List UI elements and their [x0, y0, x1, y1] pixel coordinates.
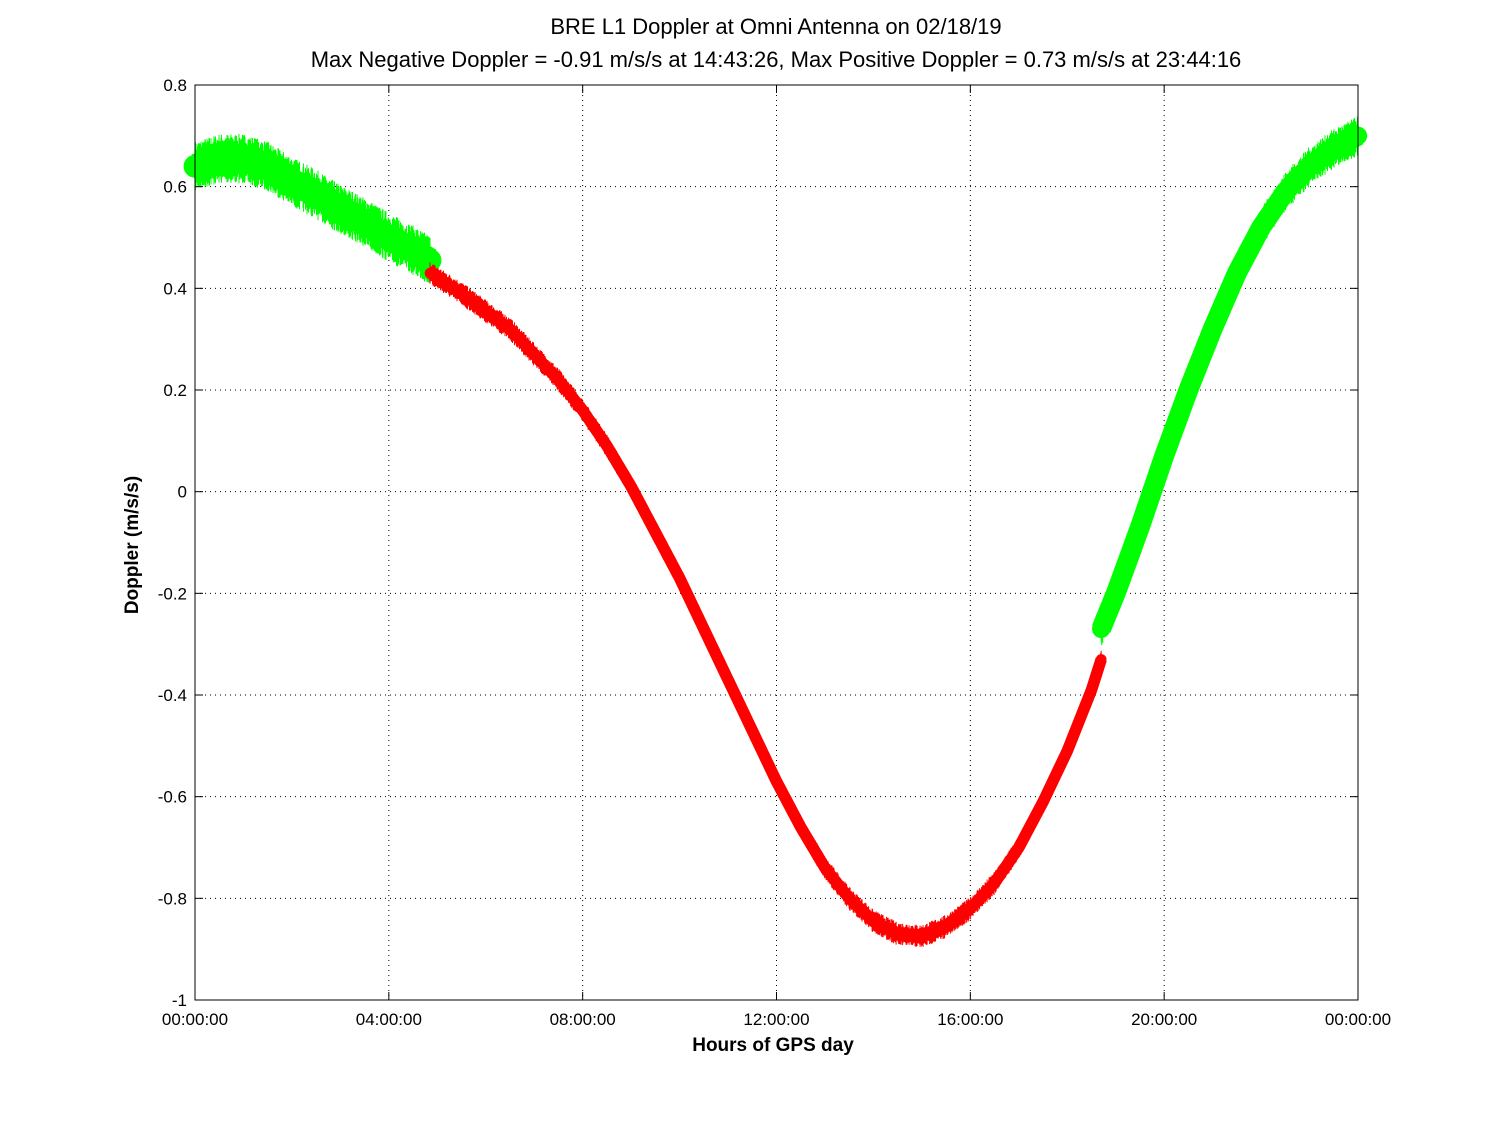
- data-point: [1155, 446, 1174, 466]
- data-point: [401, 238, 425, 262]
- data-point: [424, 267, 436, 279]
- data-point: [280, 170, 304, 194]
- data-point: [698, 623, 710, 635]
- series-band: [424, 262, 1107, 947]
- y-tick-label: -1: [172, 991, 187, 1010]
- data-point: [746, 725, 758, 736]
- chart-subtitle: Max Negative Doppler = -0.91 m/s/s at 14…: [311, 47, 1242, 72]
- y-tick-label: 0.4: [163, 279, 187, 298]
- y-tick-label: 0: [178, 483, 187, 502]
- data-point: [232, 147, 255, 171]
- data-point: [1095, 654, 1107, 665]
- data-point: [868, 915, 879, 927]
- data-point: [1130, 518, 1150, 537]
- series-layer: [183, 116, 1368, 947]
- data-point: [916, 931, 928, 942]
- data-point: [940, 920, 952, 932]
- y-tick-label: 0.6: [163, 178, 187, 197]
- data-point: [795, 821, 807, 833]
- data-point: [601, 440, 613, 452]
- series-band: [1092, 116, 1368, 646]
- data-point: [377, 226, 401, 249]
- x-tick-label: 00:00:00: [162, 1010, 228, 1029]
- data-point: [304, 182, 328, 206]
- data-point: [674, 572, 685, 584]
- data-point: [722, 674, 734, 686]
- data-point: [1300, 157, 1319, 176]
- tick-layer: 00:00:00 04:00:00 08:00:00 12:00:00 16:00:00…: [158, 76, 1391, 1029]
- data-point: [1086, 684, 1097, 696]
- data-point: [1324, 139, 1343, 158]
- data-point: [418, 248, 442, 272]
- data-point: [1227, 263, 1247, 283]
- data-point: [1179, 380, 1198, 400]
- data-point: [328, 198, 352, 221]
- y-tick-label: 0.2: [163, 381, 187, 400]
- y-tick-label: -0.2: [158, 584, 187, 603]
- y-tick-label: 0.8: [163, 76, 187, 95]
- data-point: [1203, 319, 1222, 339]
- data-point: [819, 862, 831, 874]
- data-point: [353, 210, 377, 234]
- series-line: [425, 267, 1107, 943]
- x-tick-label: 16:00:00: [937, 1010, 1003, 1029]
- data-point: [1276, 182, 1295, 201]
- data-point: [553, 374, 564, 386]
- data-point: [504, 323, 516, 335]
- data-point: [480, 305, 492, 317]
- data-point: [650, 526, 661, 538]
- data-point: [964, 903, 976, 914]
- y-tick-label: -0.4: [158, 686, 187, 705]
- data-point: [528, 349, 540, 360]
- data-point: [256, 154, 280, 178]
- chart-title: BRE L1 Doppler at Omni Antenna on 02/18/…: [550, 14, 1001, 39]
- x-tick-label: 04:00:00: [356, 1010, 422, 1029]
- data-point: [1013, 842, 1025, 853]
- data-point: [771, 776, 782, 787]
- x-tick-label: 12:00:00: [743, 1010, 809, 1029]
- data-point: [625, 481, 637, 492]
- y-axis-label: Doppler (m/s/s): [122, 476, 143, 614]
- data-point: [892, 928, 903, 940]
- y-tick-label: -0.6: [158, 788, 187, 807]
- data-point: [1251, 218, 1271, 237]
- y-tick-label: -0.8: [158, 889, 187, 908]
- data-point: [1061, 745, 1073, 757]
- x-tick-label: 08:00:00: [550, 1010, 616, 1029]
- data-point: [1037, 796, 1049, 808]
- series-band: [183, 134, 442, 283]
- data-point: [989, 877, 1000, 889]
- x-tick-label: 20:00:00: [1131, 1010, 1197, 1029]
- x-tick-label: 00:00:00: [1325, 1010, 1391, 1029]
- data-point: [577, 404, 589, 416]
- data-point: [1106, 584, 1125, 603]
- data-point: [456, 288, 467, 299]
- data-point: [207, 147, 231, 171]
- data-point: [1092, 619, 1111, 639]
- data-point: [843, 892, 855, 904]
- x-axis-label: Hours of GPS day: [692, 1035, 854, 1056]
